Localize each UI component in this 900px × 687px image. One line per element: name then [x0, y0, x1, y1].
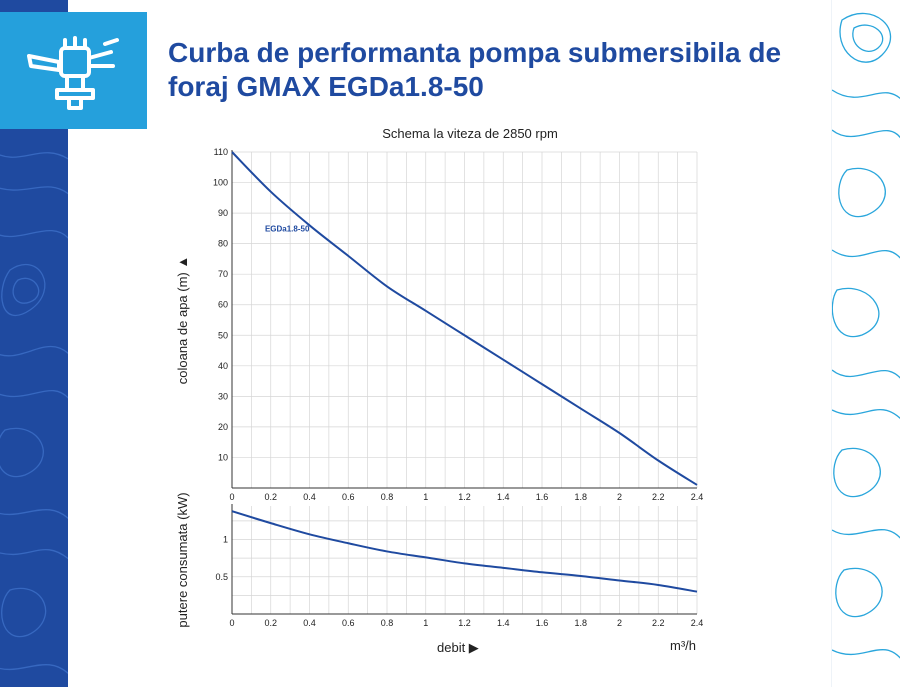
x-tick-label: 0.8	[381, 618, 394, 628]
x-tick-label: 2	[617, 618, 622, 628]
x-axis-unit: m³/h	[670, 638, 696, 653]
x-tick-label: 0.4	[303, 618, 316, 628]
chart-subtitle: Schema la viteza de 2850 rpm	[382, 126, 558, 141]
x-tick-label: 1.8	[574, 618, 587, 628]
logo-box	[0, 12, 147, 129]
x-tick-label: 0.2	[264, 492, 277, 502]
x-tick-label: 1.4	[497, 492, 510, 502]
y-tick-label: 0.5	[215, 572, 228, 582]
x-tick-label: 2	[617, 492, 622, 502]
x-tick-label: 0.4	[303, 492, 316, 502]
x-tick-label: 2.4	[691, 492, 704, 502]
y-axis-label: coloana de apa (m) ▲	[175, 256, 190, 385]
x-tick-label: 2.2	[652, 618, 665, 628]
y-tick-label: 20	[218, 422, 228, 432]
power-plot: 0.5 1 0 0.2 0.4 0.6 0.8 1 1.2 1.4 1.6 1.8 2 2.2 2.4 put…	[175, 492, 703, 628]
x-tick-label: 0.6	[342, 492, 355, 502]
x-tick-label: 2.2	[652, 492, 665, 502]
x-tick-label: 0.6	[342, 618, 355, 628]
x-tick-label: 1.6	[536, 492, 549, 502]
x-tick-label: 2.4	[691, 618, 704, 628]
x-tick-label: 0.8	[381, 492, 394, 502]
y-tick-label: 50	[218, 330, 228, 340]
y-tick-label: 100	[213, 178, 228, 188]
y-axis-label: putere consumata (kW)	[175, 492, 190, 627]
series-label: EGDa1.8-50	[265, 224, 310, 233]
y-tick-label: 1	[223, 535, 228, 545]
y-tick-label: 110	[214, 147, 228, 157]
sprinkler-icon	[26, 35, 119, 110]
x-tick-label: 1	[423, 492, 428, 502]
x-tick-label: 1.2	[458, 492, 471, 502]
x-tick-label: 1.2	[458, 618, 471, 628]
series-line	[231, 151, 698, 486]
series-line	[231, 510, 698, 593]
y-tick-label: 30	[218, 391, 228, 401]
y-tick-label: 40	[218, 361, 228, 371]
y-tick-label: 80	[218, 239, 228, 249]
y-tick-label: 90	[218, 208, 228, 218]
x-tick-label: 1.4	[497, 618, 510, 628]
x-tick-label: 0	[229, 492, 234, 502]
x-tick-label: 1.6	[536, 618, 549, 628]
x-tick-label: 0	[229, 618, 234, 628]
x-tick-label: 1.8	[574, 492, 587, 502]
x-tick-label: 1	[423, 618, 428, 628]
y-tick-label: 10	[218, 452, 228, 462]
x-axis-label: debit ▶	[437, 640, 479, 655]
y-tick-label: 60	[218, 300, 228, 310]
x-tick-label: 0.2	[264, 618, 277, 628]
topographic-pattern-icon	[0, 152, 68, 675]
page-title: Curba de performanta pompa submersibila …	[168, 37, 782, 102]
topographic-pattern-icon	[832, 13, 900, 659]
y-tick-label: 70	[218, 269, 228, 279]
right-decorative-strip	[831, 0, 900, 687]
head-plot: 10 20 30 40 50 60 70 80 90 100 110 0 0.2 0.4 0.6 0.8 1 1.…	[175, 147, 703, 502]
